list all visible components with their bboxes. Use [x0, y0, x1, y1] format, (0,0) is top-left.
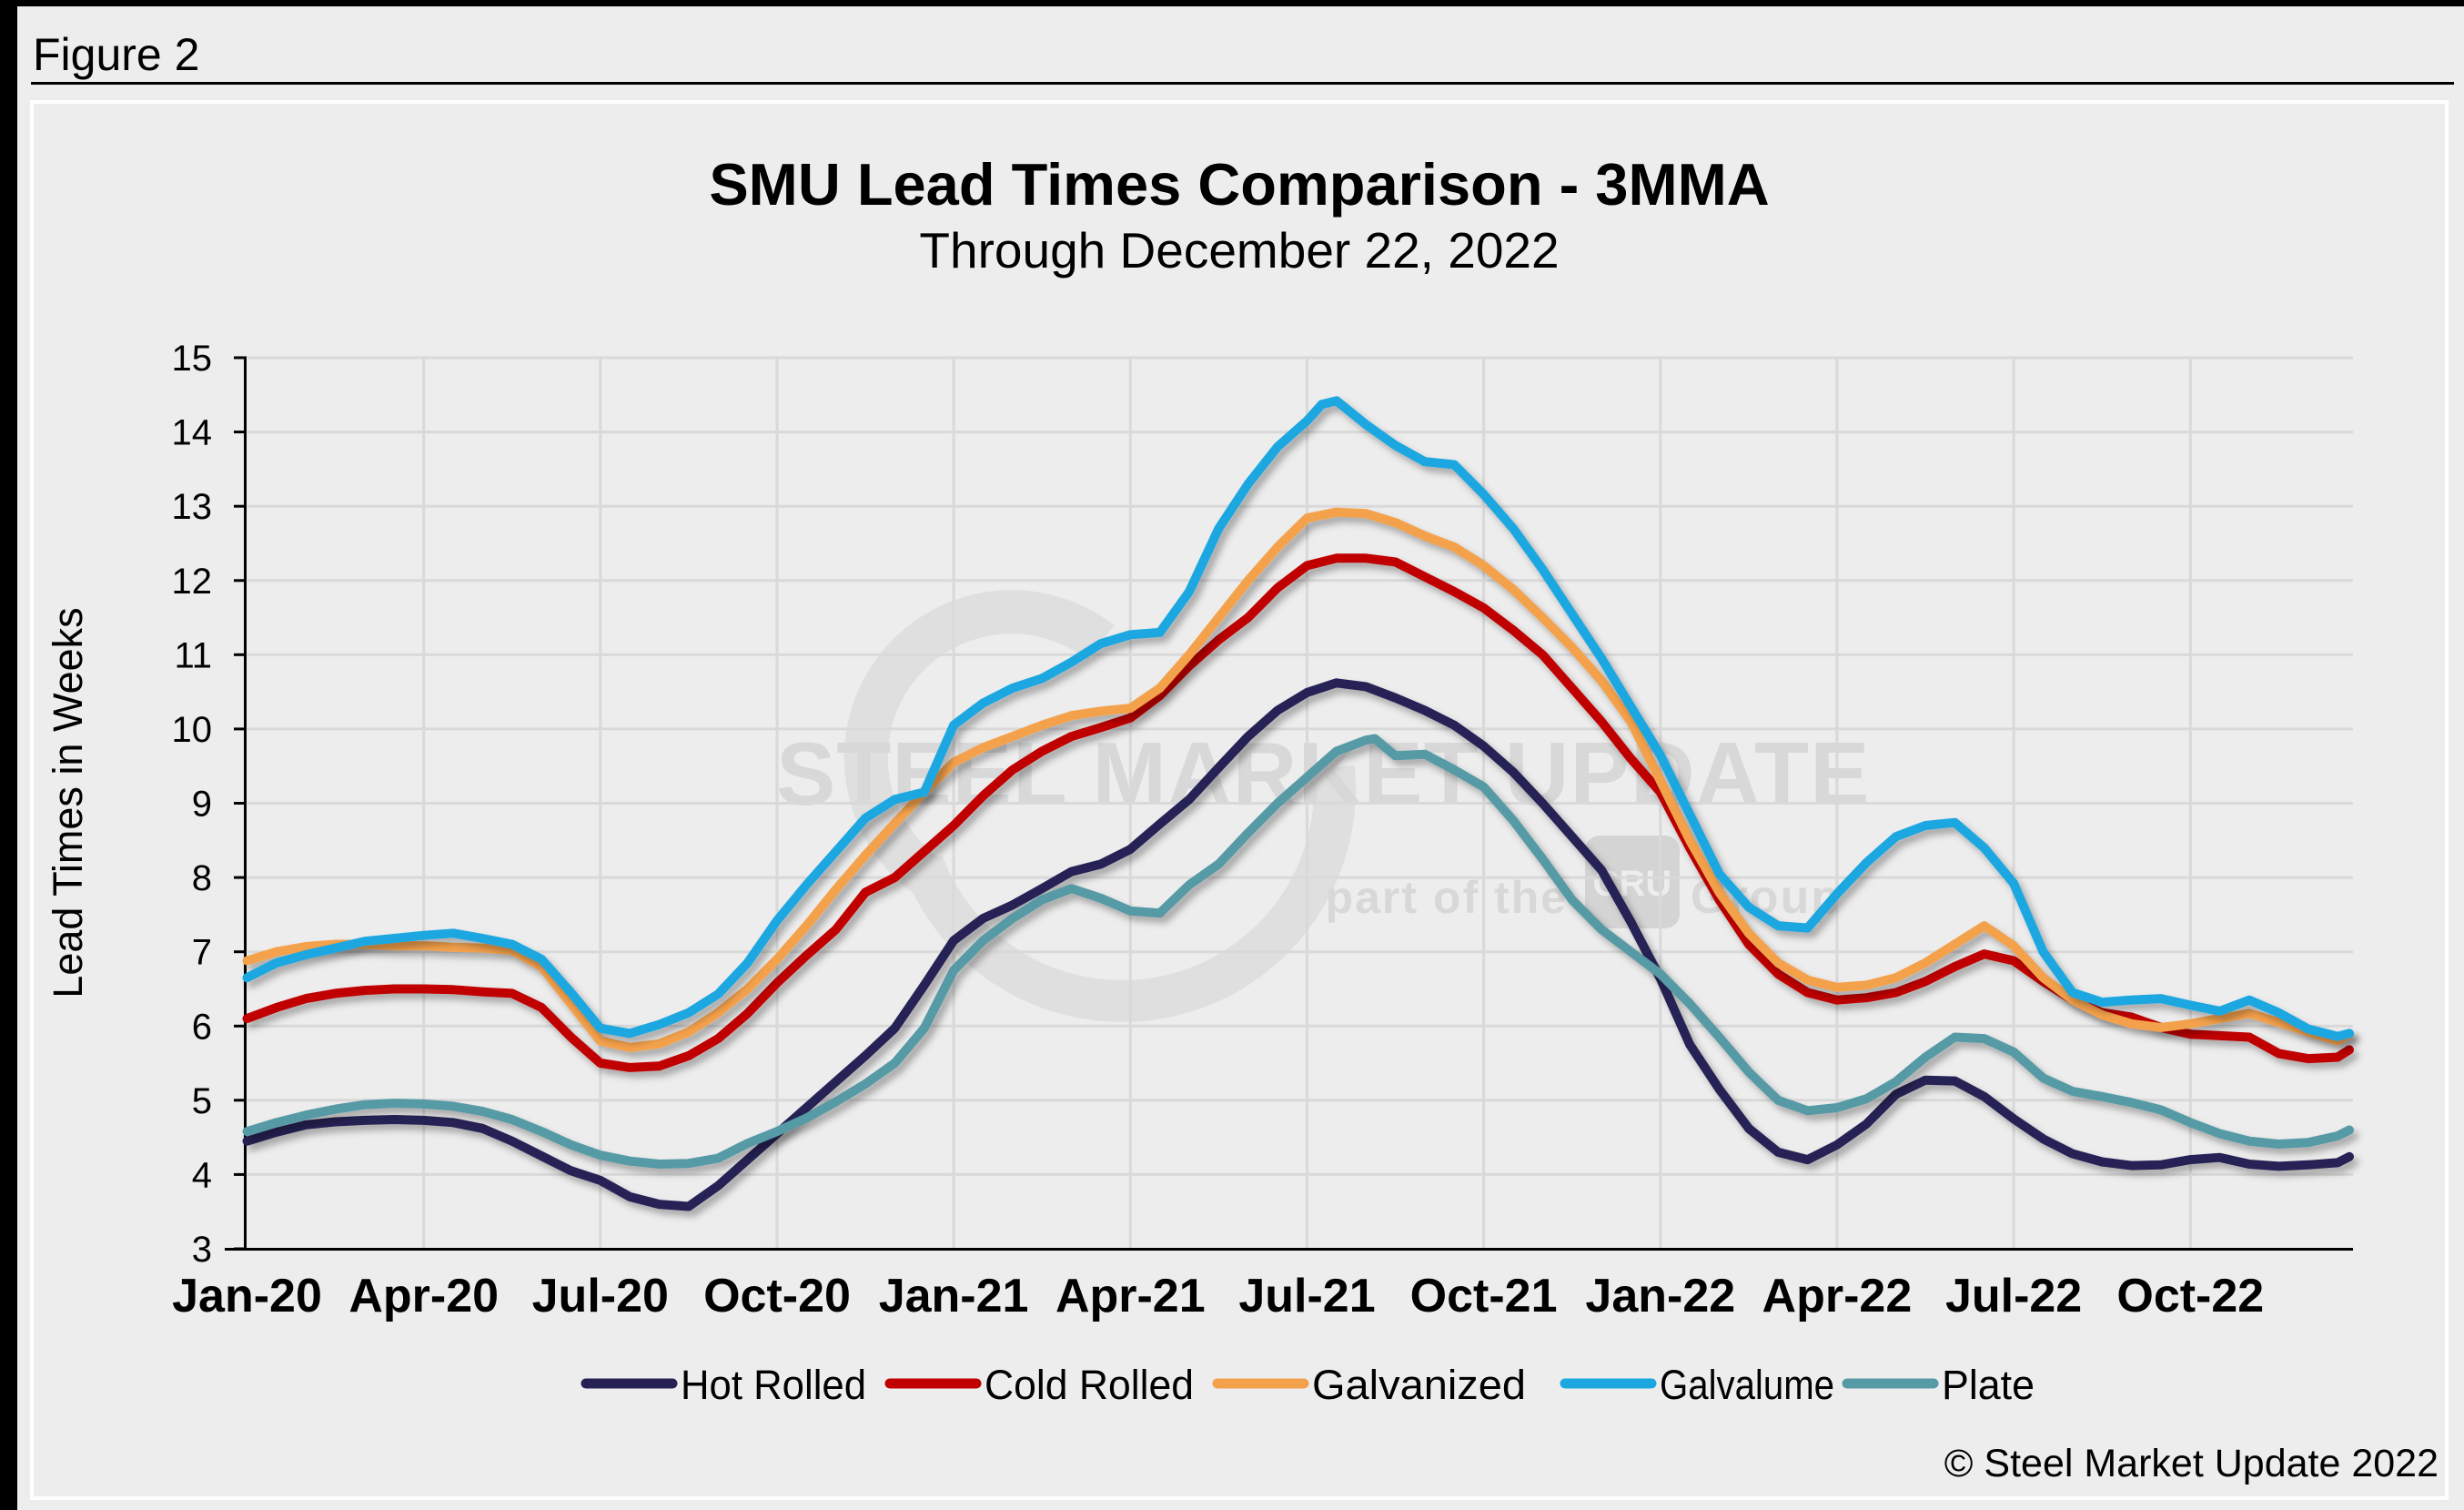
svg-text:Jul-22: Jul-22 — [1945, 1270, 2082, 1323]
svg-text:Plate: Plate — [1942, 1362, 2035, 1408]
svg-text:Apr-20: Apr-20 — [348, 1270, 499, 1323]
svg-text:5: 5 — [192, 1081, 212, 1121]
svg-text:Galvanized: Galvanized — [1312, 1362, 1526, 1408]
svg-text:10: 10 — [172, 710, 213, 750]
svg-text:Jan-21: Jan-21 — [879, 1270, 1029, 1323]
svg-text:Galvalume: Galvalume — [1660, 1362, 1834, 1408]
svg-text:Oct-21: Oct-21 — [1410, 1270, 1558, 1323]
svg-text:13: 13 — [172, 487, 213, 527]
svg-text:Oct-22: Oct-22 — [2116, 1270, 2264, 1323]
svg-text:Apr-22: Apr-22 — [1762, 1270, 1913, 1323]
svg-text:Jan-20: Jan-20 — [172, 1270, 322, 1323]
svg-text:Figure 2: Figure 2 — [33, 29, 199, 80]
svg-text:Cold Rolled: Cold Rolled — [985, 1362, 1194, 1408]
svg-text:8: 8 — [192, 858, 212, 898]
svg-text:7: 7 — [192, 933, 212, 973]
svg-text:11: 11 — [174, 635, 212, 675]
svg-text:SMU Lead Times Comparison - 3M: SMU Lead Times Comparison - 3MMA — [709, 151, 1769, 218]
svg-text:part of the: part of the — [1326, 872, 1568, 923]
svg-text:Jul-21: Jul-21 — [1238, 1270, 1375, 1323]
svg-text:6: 6 — [192, 1007, 212, 1047]
svg-text:14: 14 — [172, 413, 213, 453]
svg-text:15: 15 — [172, 339, 213, 379]
svg-text:Jul-20: Jul-20 — [532, 1270, 669, 1323]
svg-text:Through December 22, 2022: Through December 22, 2022 — [919, 222, 1559, 279]
svg-text:Jan-22: Jan-22 — [1585, 1270, 1735, 1323]
svg-text:9: 9 — [192, 785, 212, 825]
svg-text:12: 12 — [172, 562, 213, 602]
svg-text:3: 3 — [192, 1230, 212, 1270]
svg-text:4: 4 — [192, 1155, 212, 1195]
svg-text:Lead Times in Weeks: Lead Times in Weeks — [45, 607, 91, 998]
svg-text:© Steel Market Update 2022: © Steel Market Update 2022 — [1944, 1442, 2439, 1485]
svg-text:Apr-21: Apr-21 — [1055, 1270, 1206, 1323]
svg-text:Oct-20: Oct-20 — [703, 1270, 851, 1323]
svg-text:Hot Rolled: Hot Rolled — [681, 1362, 866, 1408]
